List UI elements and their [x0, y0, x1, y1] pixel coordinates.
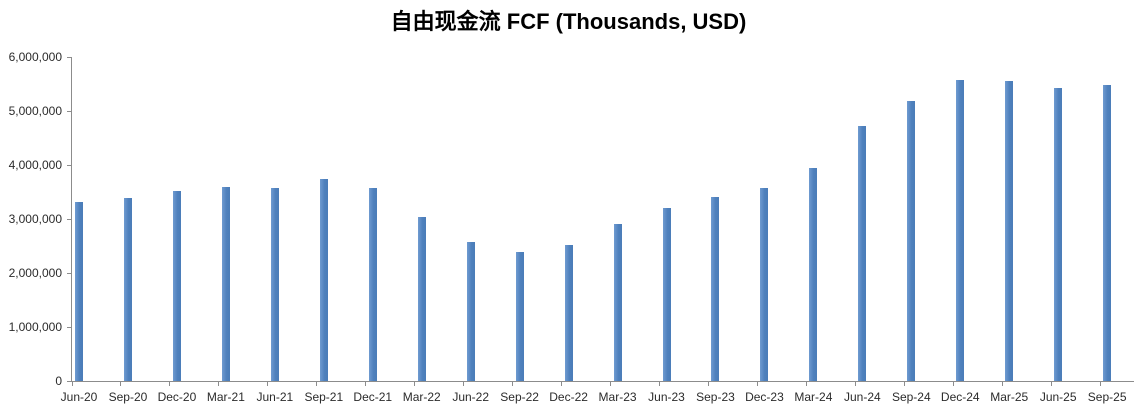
x-axis-tick [561, 382, 563, 386]
bar-dec-20 [172, 191, 181, 381]
x-axis-tick [659, 382, 661, 386]
x-axis-tick [120, 382, 122, 386]
y-axis-tick [67, 273, 72, 274]
x-axis-label: Dec-20 [157, 390, 197, 404]
x-axis-tick [610, 382, 612, 386]
x-axis-label: Dec-24 [940, 390, 980, 404]
bar-mar-24 [809, 167, 818, 381]
x-axis-label: Sep-20 [108, 390, 148, 404]
bar-jun-23 [662, 208, 671, 381]
bar-dec-22 [564, 244, 573, 381]
bar-sep-23 [711, 197, 720, 381]
x-axis-label: Sep-21 [304, 390, 344, 404]
y-axis-tick [67, 219, 72, 220]
x-axis-label: Dec-22 [549, 390, 588, 404]
y-axis-tick-label: 6,000,000 [8, 50, 62, 64]
y-axis-tick-label: 3,000,000 [8, 212, 62, 226]
bar-jun-21 [270, 187, 279, 381]
x-axis-tick [756, 382, 758, 386]
bar-mar-22 [417, 216, 426, 381]
bar-sep-20 [123, 198, 132, 381]
bar-sep-22 [515, 251, 524, 381]
x-axis-tick [71, 382, 73, 386]
bar-mar-21 [221, 186, 230, 381]
x-axis-label: Jun-23 [648, 390, 685, 404]
x-axis-label: Sep-25 [1087, 390, 1127, 404]
x-axis-label: Jun-20 [60, 390, 98, 404]
x-axis-label: Sep-23 [696, 390, 735, 404]
x-axis-tick [169, 382, 171, 386]
x-axis-label: Jun-25 [1039, 390, 1077, 404]
bar-jun-20 [75, 201, 83, 381]
x-axis-tick [707, 382, 709, 386]
x-axis-label: Mar-22 [402, 390, 441, 404]
bar-sep-24 [907, 101, 916, 381]
x-axis-label: Jun-21 [256, 390, 294, 404]
y-axis-tick [67, 327, 72, 328]
bar-mar-23 [613, 224, 622, 381]
x-axis-label: Jun-24 [844, 390, 881, 404]
x-axis-tick [1050, 382, 1052, 386]
x-axis-tick [365, 382, 367, 386]
x-axis-tick [512, 382, 514, 386]
x-axis-tick [316, 382, 318, 386]
x-axis-tick [1099, 382, 1101, 386]
bar-dec-23 [760, 187, 769, 381]
x-axis-label: Jun-22 [452, 390, 490, 404]
bar-dec-24 [956, 79, 965, 381]
y-axis-tick-label: 4,000,000 [8, 158, 62, 172]
y-axis-tick [67, 111, 72, 112]
x-axis-label: Sep-24 [891, 390, 931, 404]
y-axis-tick [67, 165, 72, 166]
y-axis-tick-label: 5,000,000 [8, 104, 62, 118]
y-axis-tick [67, 381, 72, 382]
x-axis-line [71, 381, 1134, 382]
bar-jun-22 [466, 242, 475, 381]
y-axis-tick-label: 0 [55, 374, 62, 388]
x-axis-tick [267, 382, 269, 386]
x-axis-tick [903, 382, 905, 386]
x-axis-label: Mar-25 [990, 390, 1029, 404]
x-axis-tick [854, 382, 856, 386]
x-axis-label: Dec-23 [745, 390, 784, 404]
x-axis-tick [463, 382, 465, 386]
bar-sep-25 [1103, 85, 1112, 381]
x-axis-label: Mar-23 [598, 390, 637, 404]
y-axis-tick-label: 2,000,000 [8, 266, 62, 280]
x-axis-tick [218, 382, 220, 386]
bar-jun-24 [858, 125, 867, 381]
bar-mar-25 [1005, 80, 1014, 381]
chart-title: 自由现金流 FCF (Thousands, USD) [390, 9, 747, 34]
x-axis-tick [414, 382, 416, 386]
y-axis-tick-label: 1,000,000 [8, 320, 62, 334]
x-axis-label: Mar-21 [206, 390, 245, 404]
x-axis-tick [952, 382, 954, 386]
bar-sep-21 [319, 178, 328, 381]
bar-jun-25 [1054, 87, 1063, 381]
x-axis-label: Sep-22 [500, 390, 539, 404]
y-axis-tick [67, 57, 72, 58]
x-axis-tick [805, 382, 807, 386]
x-axis-label: Mar-24 [794, 390, 833, 404]
x-axis-tick [1001, 382, 1003, 386]
bar-dec-21 [368, 187, 377, 381]
x-axis-label: Dec-21 [353, 390, 393, 404]
